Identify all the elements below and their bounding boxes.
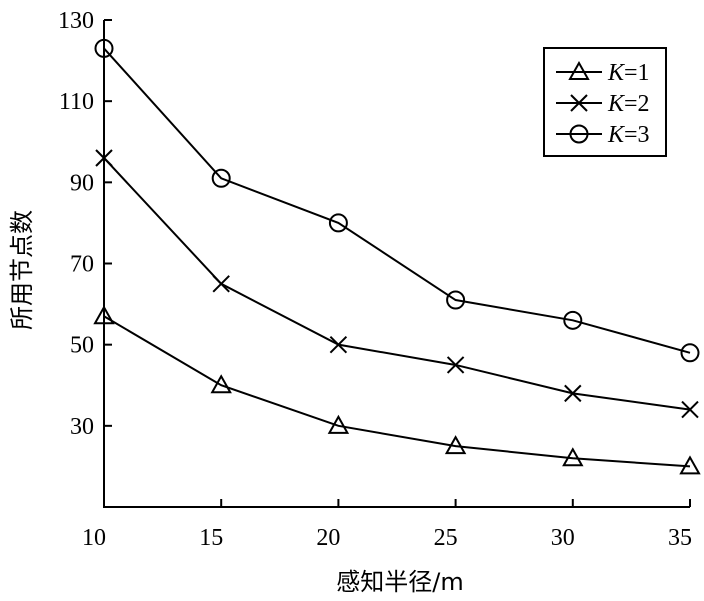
legend-label: K=1 (607, 60, 650, 86)
data-point-x (212, 275, 230, 293)
y-axis-label: 所用节点数 (8, 210, 36, 330)
y-tick-label: 70 (70, 252, 94, 278)
legend-item: K=2 (556, 91, 650, 117)
data-point-triangle (562, 447, 584, 467)
plot-area (93, 38, 701, 475)
series-triangle (93, 305, 701, 475)
x-tick-label: 20 (316, 525, 340, 551)
series-line (103, 157, 691, 411)
data-point-circle (211, 168, 231, 188)
data-point-triangle (93, 305, 115, 325)
data-point-x-stroke (329, 335, 348, 354)
legend-marker-circle (569, 124, 589, 144)
data-point-x (681, 400, 699, 419)
data-point-x-stroke (95, 149, 113, 167)
y-tick-label: 110 (59, 89, 94, 115)
data-point-circle (328, 213, 348, 233)
data-point-x (95, 149, 113, 167)
x-tick-label: 25 (434, 525, 458, 551)
data-point-triangle (679, 455, 701, 475)
legend-label-value: =1 (624, 60, 650, 86)
data-point-x (446, 356, 465, 374)
x-tick-label: 15 (199, 525, 223, 551)
data-point-triangle (444, 435, 467, 455)
legend-marker-x-stroke (570, 94, 588, 112)
data-point-triangle (210, 374, 232, 394)
data-point-x-stroke (212, 275, 230, 293)
legend-label: K=3 (607, 122, 650, 148)
legend-label-var: K (607, 91, 626, 117)
x-tick-label: 30 (551, 525, 575, 551)
legend-item: K=1 (556, 60, 650, 86)
y-tick-label: 90 (70, 170, 94, 196)
x-axis-label: 感知半径/m (336, 568, 463, 596)
series-line (103, 47, 691, 354)
axes: 30 50 70 90 110 130 10 15 20 25 30 35 (58, 8, 692, 551)
legend-label: K=2 (607, 91, 650, 117)
legend-item: K=3 (556, 122, 650, 148)
y-tick-label: 30 (70, 414, 94, 440)
legend: K=1K=2K=3 (543, 47, 667, 157)
legend-marker-triangle (568, 60, 590, 80)
y-tick-label: 130 (58, 8, 94, 34)
data-point-x-stroke (564, 384, 582, 403)
data-point-x (564, 384, 582, 403)
legend-label-var: K (607, 122, 626, 148)
series-circle (94, 38, 700, 363)
y-tick-label: 50 (70, 333, 94, 359)
data-point-circle (680, 343, 700, 363)
data-point-x-stroke (446, 356, 465, 374)
x-tick-label: 35 (668, 525, 692, 551)
series-x (95, 149, 699, 419)
legend-marker-x (570, 94, 588, 112)
legend-label-var: K (607, 60, 626, 86)
data-point-x-stroke (681, 400, 699, 419)
data-point-circle (446, 290, 466, 310)
legend-label-value: =2 (624, 91, 650, 117)
series-line (103, 315, 691, 468)
x-tick-label: 10 (82, 525, 106, 551)
data-point-x (329, 335, 348, 354)
data-point-circle (563, 310, 583, 330)
legend-label-value: =3 (624, 122, 650, 148)
data-point-circle (94, 38, 114, 58)
data-point-triangle (327, 414, 350, 434)
